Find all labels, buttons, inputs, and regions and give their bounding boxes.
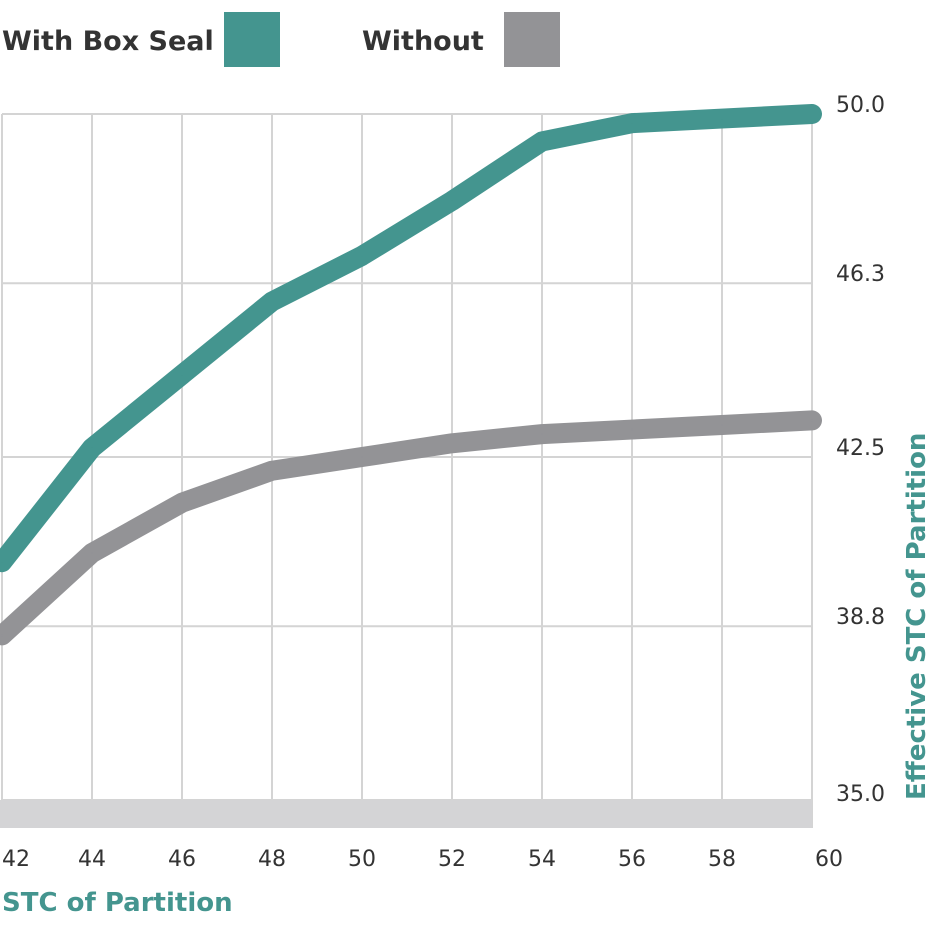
y-tick-label: 50.0 (836, 93, 885, 118)
series-point (631, 428, 633, 431)
x-tick-labels: 42 44 46 48 50 52 54 56 58 60 (2, 847, 843, 872)
series-point (451, 442, 453, 445)
series-layer (0, 104, 822, 646)
legend-swatch-without (504, 12, 560, 67)
x-tick-label: 48 (258, 847, 286, 872)
series-point (541, 433, 543, 436)
series-point (361, 254, 363, 257)
legend-label-with-box-seal: With Box Seal (2, 26, 214, 57)
series-point (1, 634, 3, 637)
legend: With Box Seal Without (2, 12, 560, 67)
series-line-with-box-seal (0, 104, 822, 573)
series-point (271, 469, 273, 472)
y-tick-labels: 35.0 38.8 42.5 46.3 50.0 (836, 93, 885, 807)
series-point (541, 140, 543, 143)
y-tick-label: 46.3 (836, 262, 885, 287)
y-tick-label: 42.5 (836, 436, 885, 461)
series-point (181, 373, 183, 376)
baseline-band (0, 800, 812, 828)
x-tick-label: 56 (618, 847, 646, 872)
x-axis-title: STC of Partition (2, 888, 233, 918)
x-tick-label: 50 (348, 847, 376, 872)
y-tick-label: 38.8 (836, 605, 885, 630)
series-point (811, 113, 813, 115)
legend-label-without: Without (362, 26, 484, 57)
series-point (271, 300, 273, 303)
series-point (451, 199, 453, 202)
y-tick-label: 35.0 (836, 782, 885, 807)
x-tick-label: 44 (78, 847, 106, 872)
series-point (811, 419, 813, 422)
x-tick-label: 58 (708, 847, 736, 872)
series-point (91, 552, 93, 555)
series-point (721, 423, 723, 426)
y-axis-title: Effective STC of Partition (902, 433, 928, 800)
series-point (361, 456, 363, 458)
series-point (1, 561, 3, 564)
series-point (631, 122, 633, 125)
x-tick-label: 52 (438, 847, 466, 872)
x-tick-label: 42 (2, 847, 30, 872)
series-point (181, 501, 183, 504)
legend-swatch-with-box-seal (224, 12, 280, 67)
x-tick-label: 60 (815, 847, 843, 872)
series-line-without (0, 410, 822, 646)
series-point (721, 117, 723, 120)
x-tick-label: 54 (528, 847, 556, 872)
series-point (91, 446, 93, 449)
x-tick-label: 46 (168, 847, 196, 872)
